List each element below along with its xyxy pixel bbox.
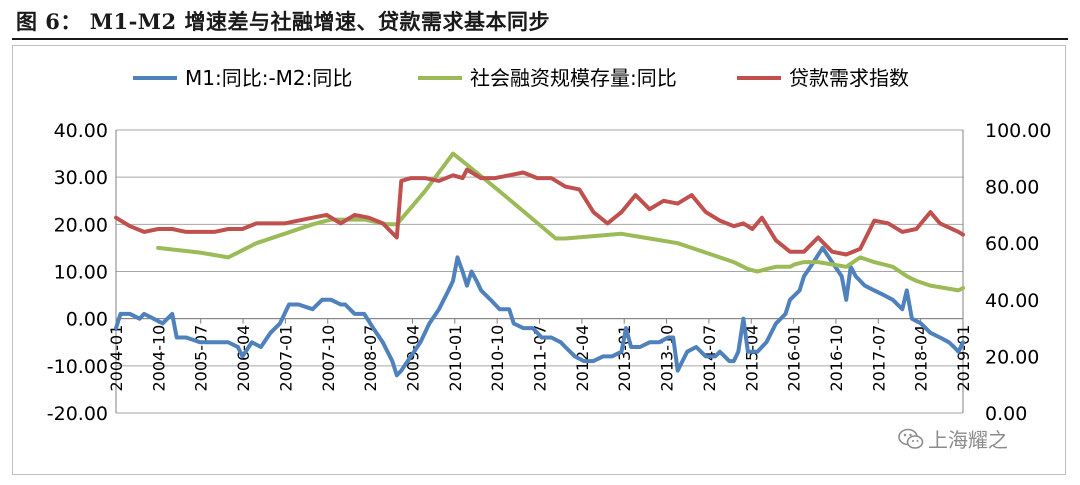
left-tick-label: -10.00	[47, 356, 108, 378]
x-axis-ticks: 2004-01 2004-10 2005-07 2006-04 2007-01 2007-…	[107, 318, 973, 392]
left-tick-label: 40.00	[54, 120, 108, 142]
x-tick-label: 2007-01	[276, 325, 295, 392]
x-tick-label: 2013-10	[658, 325, 677, 392]
watermark-text: 上海耀之	[928, 428, 1008, 452]
x-tick-label: 2011-07	[531, 325, 550, 392]
right-tick-label: 20.00	[985, 346, 1039, 368]
x-tick-label: 2005-07	[192, 325, 211, 392]
chart-legend: M1:同比:-M2:同比 社会融资规模存量:同比 贷款需求指数	[133, 66, 909, 90]
x-tick-label: 2017-07	[869, 325, 888, 392]
series-lines	[114, 151, 965, 378]
x-tick-label: 2004-10	[149, 325, 168, 392]
wechat-icon	[898, 428, 924, 455]
x-tick-label: 2004-01	[107, 325, 126, 392]
x-tick-label: 2010-10	[488, 325, 507, 392]
right-tick-label: 60.00	[985, 233, 1039, 255]
right-tick-label: 0.00	[985, 403, 1027, 425]
series-line	[114, 167, 965, 257]
left-tick-label: 30.00	[54, 167, 108, 189]
right-axis-ticks: 100.00 80.00 60.00 40.00 20.00 0.00	[985, 120, 1051, 425]
x-tick-label: 2016-01	[785, 325, 804, 392]
series-line	[156, 151, 965, 293]
x-tick-label: 2007-10	[319, 325, 338, 392]
left-tick-label: 0.00	[66, 309, 108, 331]
x-tick-label: 2019-01	[954, 325, 973, 392]
left-tick-label: -20.00	[47, 403, 108, 425]
left-axis-ticks: 40.00 30.00 20.00 10.00 0.00 -10.00 -20.00	[47, 120, 108, 425]
chart-frame	[12, 45, 1066, 475]
x-tick-label: 2009-04	[403, 325, 422, 392]
left-tick-label: 20.00	[54, 214, 108, 236]
right-tick-label: 80.00	[985, 177, 1039, 199]
right-tick-label: 40.00	[985, 290, 1039, 312]
figure-title: 图 6： M1-M2 增速差与社融增速、贷款需求基本同步	[16, 9, 550, 34]
x-tick-label: 2008-07	[361, 325, 380, 392]
x-tick-label: 2010-01	[446, 325, 465, 392]
legend-label: 贷款需求指数	[789, 66, 909, 90]
x-tick-label: 2016-10	[827, 325, 846, 392]
watermark: 上海耀之	[898, 424, 1008, 455]
x-tick-label: 2018-04	[912, 325, 931, 392]
legend-label: 社会融资规模存量:同比	[470, 66, 677, 90]
legend-label: M1:同比:-M2:同比	[185, 66, 352, 90]
right-tick-label: 100.00	[985, 120, 1051, 142]
left-tick-label: 10.00	[54, 262, 108, 284]
x-tick-label: 2006-04	[234, 325, 253, 392]
title-rule	[12, 38, 1068, 40]
